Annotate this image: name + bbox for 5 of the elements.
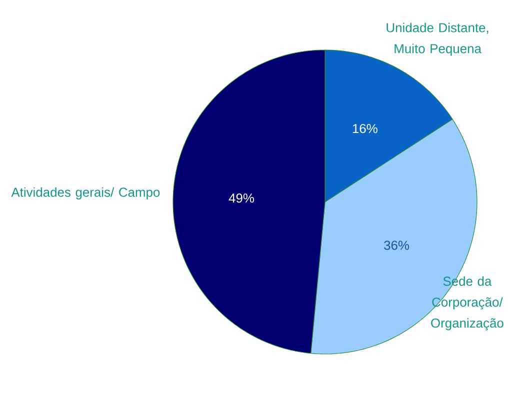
slice-label: Atividades gerais/ Campo	[11, 187, 160, 200]
data-label: 49%	[228, 194, 254, 203]
data-label: 16%	[352, 124, 378, 134]
data-label: 36%	[384, 240, 410, 250]
slice-label: Unidade Distante, Muito Pequena	[386, 22, 488, 56]
